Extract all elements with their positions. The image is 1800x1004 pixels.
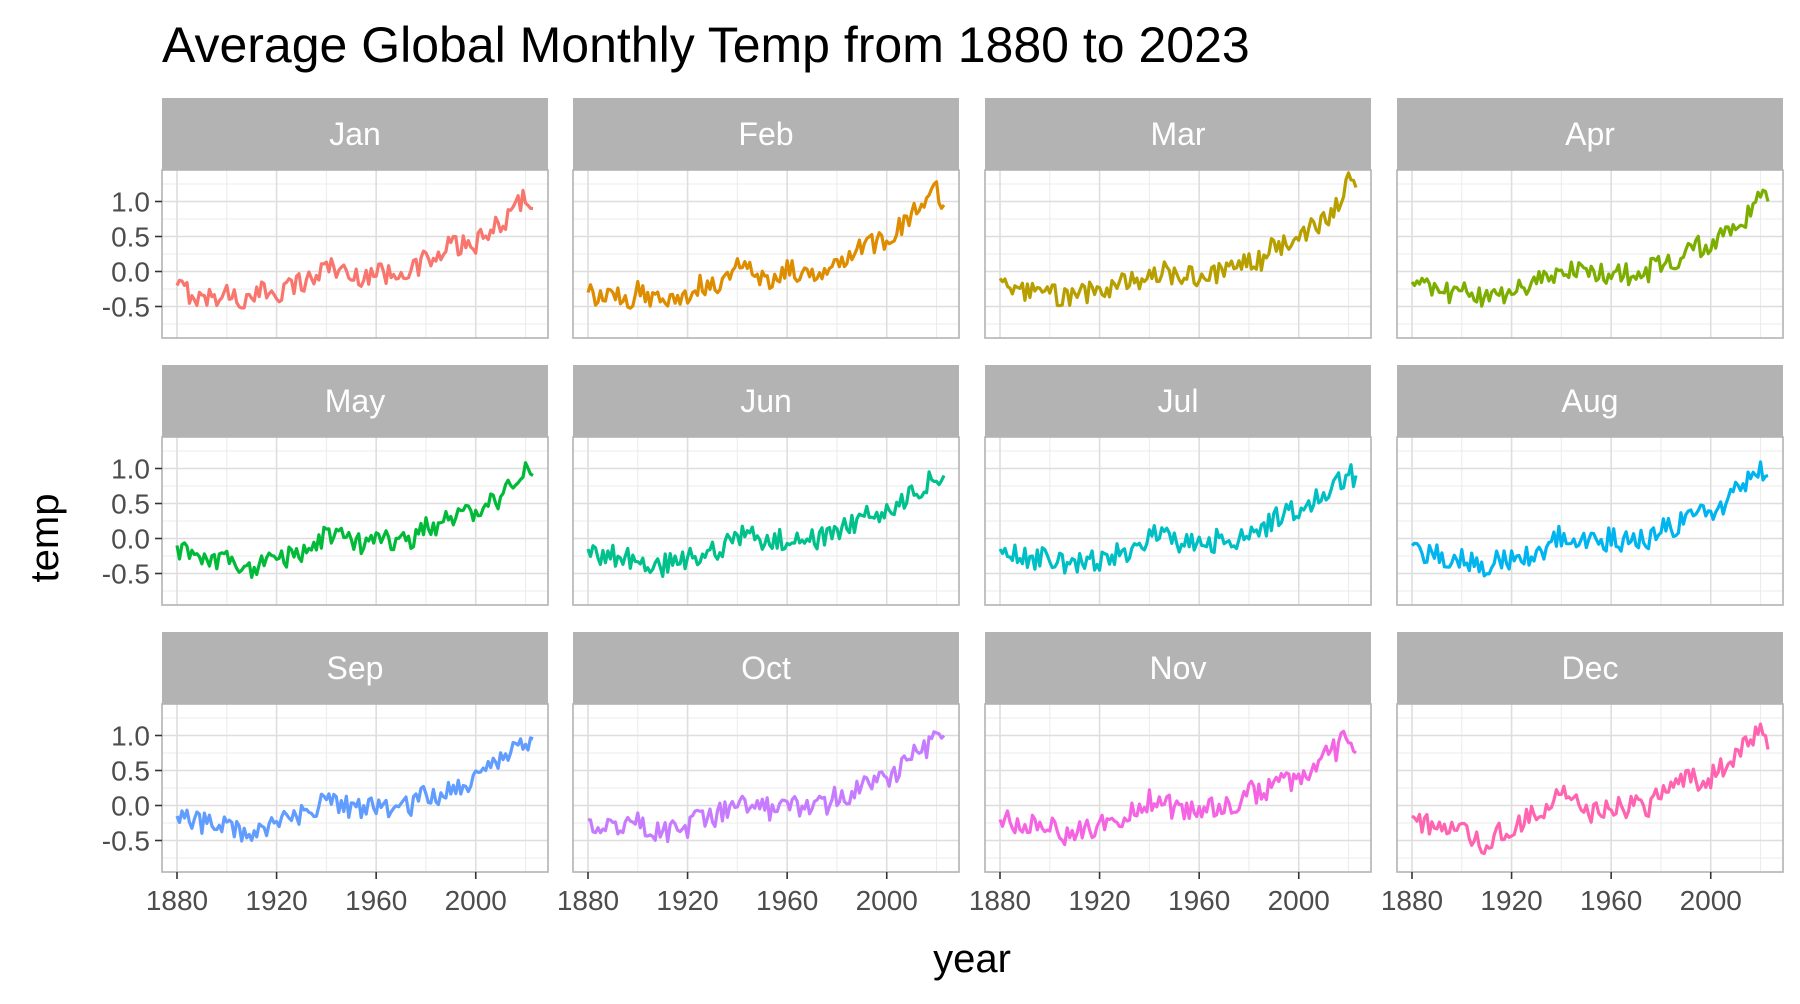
- y-tick-label: 0.5: [111, 222, 150, 253]
- x-tick-label: 1880: [969, 885, 1031, 916]
- x-tick-label: 1880: [146, 885, 208, 916]
- facet-panel-jul: Jul: [984, 365, 1372, 606]
- series-line-jun: [586, 470, 946, 578]
- facet-panel-feb: Feb: [572, 98, 960, 339]
- panel-border: [161, 703, 549, 873]
- facet-strip: [573, 98, 959, 170]
- y-axis-title: temp: [23, 494, 67, 583]
- x-tick-label: 1960: [1580, 885, 1642, 916]
- x-tick-label: 2000: [1680, 885, 1742, 916]
- y-tick-label: -0.5: [102, 826, 150, 857]
- facet-strip-label: Aug: [1562, 383, 1619, 419]
- facet-panels: Jan -0.5 0.0 0.5 1.0 Feb Mar Apr May -0.5 0.0 0.5 1.…: [102, 98, 1784, 916]
- x-tick-label: 1920: [1068, 885, 1130, 916]
- x-tick-label: 1880: [1381, 885, 1443, 916]
- panel-border: [1396, 169, 1784, 339]
- series-line-may: [175, 461, 534, 579]
- facet-strip: [162, 98, 548, 170]
- facet-strip-label: Nov: [1150, 650, 1207, 686]
- panel-border: [161, 169, 549, 339]
- panel-border: [1396, 436, 1784, 606]
- y-tick-label: -0.5: [102, 559, 150, 590]
- x-tick-label: 2000: [445, 885, 507, 916]
- panel-border: [984, 436, 1372, 606]
- x-tick-label: 2000: [1268, 885, 1330, 916]
- panel-border: [161, 436, 549, 606]
- panel-border: [984, 703, 1372, 873]
- y-tick-label: 1.0: [111, 454, 150, 485]
- facet-strip-label: Mar: [1150, 116, 1205, 152]
- x-tick-label: 1960: [756, 885, 818, 916]
- x-tick-label: 1920: [245, 885, 307, 916]
- chart-title: Average Global Monthly Temp from 1880 to…: [162, 17, 1250, 73]
- series-line-apr: [1410, 188, 1770, 308]
- facet-strip: [985, 365, 1371, 437]
- facet-strip: [573, 365, 959, 437]
- x-tick-label: 2000: [856, 885, 918, 916]
- facet-strip: [573, 632, 959, 704]
- x-tick-label: 1920: [656, 885, 718, 916]
- series-line-nov: [998, 729, 1357, 847]
- y-tick-label: 1.0: [111, 721, 150, 752]
- facet-strip-label: Sep: [327, 650, 384, 686]
- series-line-feb: [586, 180, 946, 310]
- facet-panel-aug: Aug: [1396, 365, 1784, 606]
- facet-strip-label: May: [325, 383, 385, 419]
- x-tick-label: 1880: [557, 885, 619, 916]
- facet-panel-dec: Dec 1880 1920 1960 2000: [1381, 632, 1784, 916]
- facet-panel-may: May -0.5 0.0 0.5 1.0: [102, 365, 549, 606]
- x-tick-label: 1960: [345, 885, 407, 916]
- facet-strip-label: Apr: [1565, 116, 1615, 152]
- series-line-jul: [998, 463, 1358, 575]
- facet-panel-oct: Oct 1880 1920 1960 2000: [557, 632, 960, 916]
- series-line-sep: [175, 736, 534, 843]
- y-tick-label: 0.0: [111, 524, 150, 555]
- x-tick-label: 1960: [1168, 885, 1230, 916]
- panel-border: [572, 169, 960, 339]
- series-line-jan: [175, 188, 534, 310]
- facet-panel-sep: Sep -0.5 0.0 0.5 1.0 1880 1920 1960 2000: [102, 632, 549, 916]
- x-axis-title: year: [933, 937, 1011, 981]
- facet-panel-jan: Jan -0.5 0.0 0.5 1.0: [102, 98, 549, 339]
- facet-strip: [162, 365, 548, 437]
- facet-strip-label: Jan: [329, 116, 381, 152]
- y-tick-label: 0.0: [111, 791, 150, 822]
- y-tick-label: 0.5: [111, 756, 150, 787]
- panel-border: [984, 169, 1372, 339]
- facet-strip: [1397, 365, 1783, 437]
- y-tick-label: 1.0: [111, 187, 150, 218]
- facet-strip-label: Jun: [740, 383, 792, 419]
- y-tick-label: -0.5: [102, 292, 150, 323]
- series-line-aug: [1410, 460, 1769, 578]
- facet-panel-mar: Mar: [984, 98, 1372, 339]
- facet-strip: [1397, 98, 1783, 170]
- facet-strip-label: Oct: [741, 650, 791, 686]
- facet-panel-jun: Jun: [572, 365, 960, 606]
- facet-panel-nov: Nov 1880 1920 1960 2000: [969, 632, 1372, 916]
- series-line-oct: [587, 730, 946, 844]
- panel-border: [572, 703, 960, 873]
- panel-border: [572, 436, 960, 606]
- series-line-mar: [998, 171, 1358, 308]
- facet-panel-apr: Apr: [1396, 98, 1784, 339]
- facet-strip-label: Dec: [1562, 650, 1619, 686]
- facet-strip-label: Feb: [738, 116, 793, 152]
- x-tick-label: 1920: [1480, 885, 1542, 916]
- series-line-dec: [1411, 722, 1770, 856]
- y-tick-label: 0.0: [111, 257, 150, 288]
- facet-strip: [985, 98, 1371, 170]
- y-tick-label: 0.5: [111, 489, 150, 520]
- facet-strip: [162, 632, 548, 704]
- facet-strip-label: Jul: [1158, 383, 1199, 419]
- facet-strip: [985, 632, 1371, 704]
- facet-strip: [1397, 632, 1783, 704]
- panel-border: [1396, 703, 1784, 873]
